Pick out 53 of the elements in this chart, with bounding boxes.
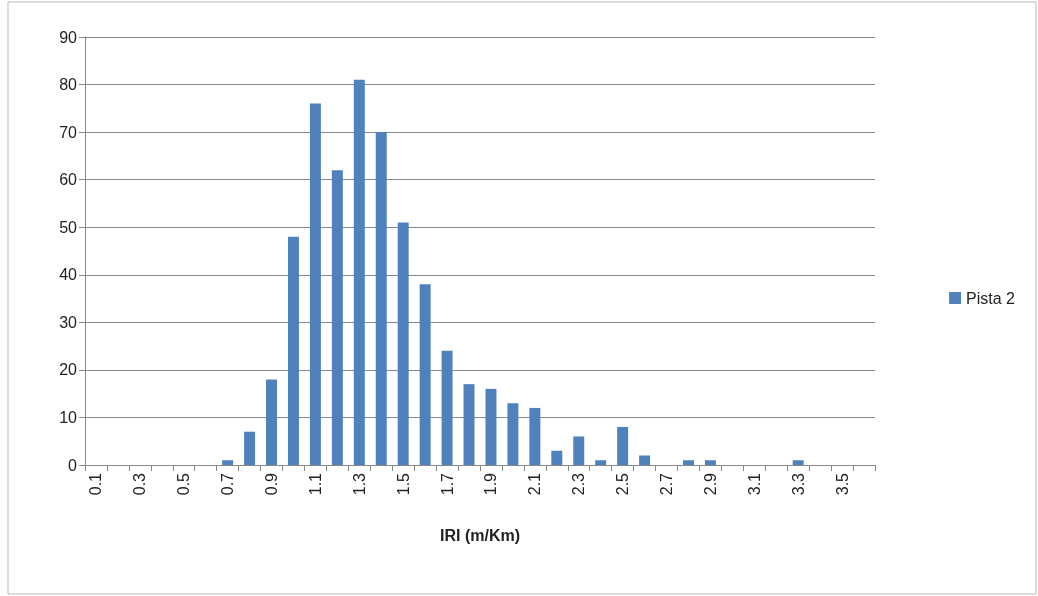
x-tick-label: 1.1 — [306, 472, 324, 496]
y-tick-label: 40 — [59, 266, 78, 284]
y-tick-label: 70 — [59, 123, 78, 141]
y-tick-label: 10 — [59, 408, 78, 426]
bar — [244, 431, 256, 465]
x-tick-label: 0.7 — [219, 472, 237, 496]
bar — [529, 407, 541, 465]
bar — [704, 460, 716, 465]
bar — [441, 350, 453, 465]
x-tick-label: 0.9 — [263, 472, 281, 496]
bar — [617, 426, 629, 465]
legend-label: Pista 2 — [966, 289, 1016, 307]
x-tick-label: 2.3 — [570, 472, 588, 496]
y-tick-label: 30 — [59, 313, 78, 331]
bar — [573, 436, 585, 465]
y-tick-label: 80 — [59, 76, 78, 94]
bar — [419, 284, 431, 465]
bar — [397, 222, 409, 465]
bar — [463, 384, 475, 465]
bar — [551, 450, 563, 465]
x-tick-label: 0.3 — [131, 472, 149, 496]
x-tick-label: 3.3 — [789, 472, 807, 496]
x-tick-label: 0.1 — [87, 472, 105, 496]
bar — [266, 379, 278, 465]
bar — [309, 103, 321, 465]
x-axis-title: IRI (m/Km) — [440, 526, 520, 544]
bar — [331, 170, 343, 465]
bar — [595, 460, 607, 465]
y-tick-label: 0 — [68, 456, 78, 474]
bar — [792, 460, 804, 465]
y-tick-label: 90 — [59, 28, 78, 46]
x-tick-label: 2.5 — [614, 472, 632, 496]
y-tick-label: 20 — [59, 361, 78, 379]
x-tick-label: 1.5 — [394, 472, 412, 496]
x-tick-label: 0.5 — [175, 472, 193, 496]
x-tick-label: 3.1 — [745, 472, 763, 496]
y-tick-label: 60 — [59, 171, 78, 189]
bar — [639, 455, 651, 465]
x-tick-label: 1.9 — [482, 472, 500, 496]
bar — [222, 460, 234, 465]
bar — [682, 460, 694, 465]
x-tick-label: 1.7 — [438, 472, 456, 496]
y-tick-label: 50 — [59, 218, 78, 236]
x-tick-label: 2.7 — [658, 472, 676, 496]
x-tick-label: 2.1 — [526, 472, 544, 496]
bar — [353, 79, 365, 465]
bar — [507, 403, 519, 465]
x-tick-label: 1.3 — [350, 472, 368, 496]
bar — [485, 388, 497, 465]
bar — [287, 236, 299, 465]
x-tick-label: 2.9 — [701, 472, 719, 496]
bar — [375, 132, 387, 465]
x-tick-label: 3.5 — [833, 472, 851, 496]
